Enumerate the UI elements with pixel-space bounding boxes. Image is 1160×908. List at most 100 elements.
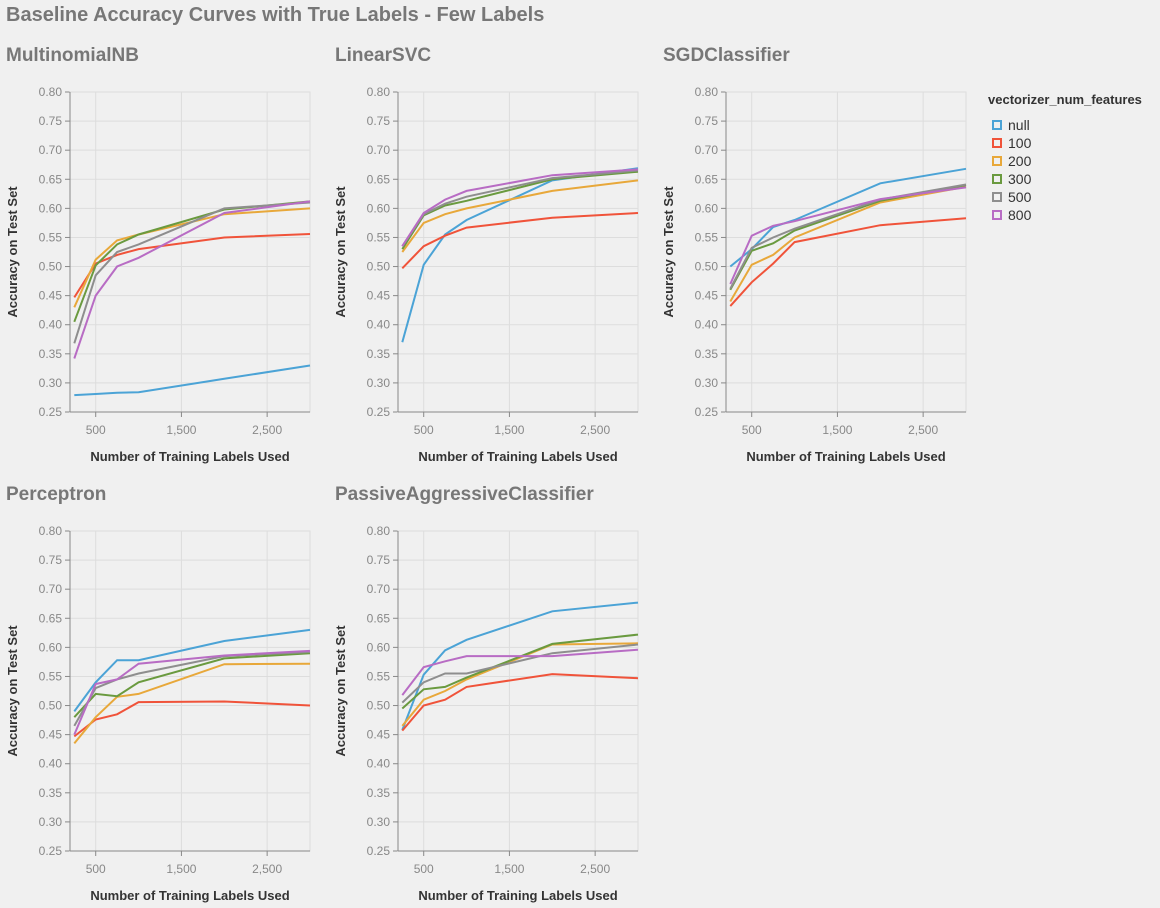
x-tick-label: 1,500 (166, 862, 196, 876)
series-line-200 (73, 662, 311, 745)
y-tick-label: 0.55 (39, 230, 63, 244)
y-axis-label: Accuracy on Test Set (5, 625, 20, 757)
x-tick-label: 500 (414, 862, 434, 876)
series-line-100 (729, 217, 967, 307)
x-tick-label: 2,500 (908, 423, 938, 437)
y-tick-label: 0.80 (695, 85, 719, 99)
y-tick-label: 0.80 (367, 524, 391, 538)
y-tick-label: 0.75 (367, 553, 391, 567)
y-tick-label: 0.35 (695, 347, 719, 361)
y-tick-label: 0.70 (39, 582, 63, 596)
panel-linearsvc: LinearSVC 0.80 0.75 0.70 0.65 0.60 0.55 0.50 0.4… (333, 45, 639, 464)
y-tick-label: 0.30 (367, 376, 391, 390)
y-tick-label: 0.65 (695, 172, 719, 186)
y-tick-label: 0.60 (39, 201, 63, 215)
y-tick-label: 0.65 (367, 611, 391, 625)
x-axis-label: Number of Training Labels Used (746, 449, 945, 464)
y-tick-label: 0.65 (39, 611, 63, 625)
x-tick-label: 2,500 (252, 862, 282, 876)
panel-multinomialnb: MultinomialNB 0.80 0.75 0.70 0.65 0.60 0.55 0.5… (5, 45, 311, 464)
y-tick-label: 0.80 (39, 85, 63, 99)
y-tick-label: 0.55 (695, 230, 719, 244)
series-line-200 (73, 207, 311, 308)
series-line-100 (73, 700, 311, 738)
y-tick-label: 0.55 (367, 230, 391, 244)
y-tick-label: 0.60 (39, 640, 63, 654)
panel-title: LinearSVC (335, 45, 431, 66)
y-tick-label: 0.40 (367, 318, 391, 332)
legend-label-300: 300 (1008, 171, 1032, 187)
y-tick-label: 0.40 (367, 757, 391, 771)
series-line-800 (401, 648, 639, 696)
y-tick-label: 0.70 (39, 143, 63, 157)
legend-label-500: 500 (1008, 189, 1032, 205)
x-tick-label: 500 (86, 862, 106, 876)
x-tick-label: 500 (414, 423, 434, 437)
plot-frame (397, 91, 639, 413)
y-tick-label: 0.35 (39, 786, 63, 800)
series-line-800 (401, 168, 639, 247)
y-tick-label: 0.60 (695, 201, 719, 215)
y-tick-label: 0.75 (367, 114, 391, 128)
series-line-null (401, 601, 639, 731)
plot-frame (69, 91, 311, 413)
panel-title: Perceptron (6, 484, 106, 505)
y-tick-label: 0.50 (367, 260, 391, 274)
series-line-200 (401, 642, 639, 727)
y-axis-label: Accuracy on Test Set (333, 186, 348, 318)
panel-title: PassiveAggressiveClassifier (335, 484, 594, 505)
x-tick-label: 1,500 (822, 423, 852, 437)
panel-title: MultinomialNB (6, 45, 139, 66)
series-line-800 (73, 649, 311, 735)
panel-passiveaggressiveclassifier: PassiveAggressiveClassifier 0.80 0.75 0.70 0… (333, 484, 639, 903)
series-line-null (729, 167, 967, 268)
y-tick-label: 0.65 (39, 172, 63, 186)
y-tick-label: 0.35 (39, 347, 63, 361)
legend-swatch-null (992, 120, 1002, 130)
series-line-100 (401, 673, 639, 732)
series-line-300 (73, 652, 311, 718)
legend-label-800: 800 (1008, 207, 1032, 223)
legend-swatch-300 (992, 174, 1002, 184)
y-tick-label: 0.40 (695, 318, 719, 332)
series-line-100 (401, 212, 639, 269)
x-tick-label: 500 (86, 423, 106, 437)
y-tick-label: 0.45 (695, 289, 719, 303)
y-tick-label: 0.40 (39, 757, 63, 771)
legend-items: null 100 200 300 500 800 (992, 117, 1032, 223)
series-line-null (73, 628, 311, 712)
series-line-300 (73, 200, 311, 323)
panel-sgdclassifier: SGDClassifier 0.80 0.75 0.70 0.65 0.60 0.55 0.5… (661, 45, 967, 464)
x-axis-label: Number of Training Labels Used (418, 888, 617, 903)
facet-panels: MultinomialNB 0.80 0.75 0.70 0.65 0.60 0.55 0.5… (5, 45, 967, 903)
y-tick-label: 0.75 (695, 114, 719, 128)
y-tick-label: 0.45 (39, 289, 63, 303)
y-tick-label: 0.45 (367, 728, 391, 742)
x-axis-label: Number of Training Labels Used (90, 449, 289, 464)
plot-frame (69, 530, 311, 852)
y-tick-label: 0.80 (39, 524, 63, 538)
y-tick-label: 0.70 (367, 143, 391, 157)
y-tick-label: 0.35 (367, 347, 391, 361)
y-tick-label: 0.75 (39, 553, 63, 567)
series-line-200 (729, 185, 967, 303)
y-tick-label: 0.70 (695, 143, 719, 157)
legend-label-null: null (1008, 117, 1030, 133)
y-tick-label: 0.65 (367, 172, 391, 186)
legend: vectorizer_num_features null 100 200 300 500… (988, 92, 1142, 223)
x-tick-label: 1,500 (166, 423, 196, 437)
plot-frame (725, 91, 967, 413)
y-tick-label: 0.55 (367, 669, 391, 683)
x-tick-label: 1,500 (494, 862, 524, 876)
y-tick-label: 0.25 (367, 844, 391, 858)
y-axis-label: Accuracy on Test Set (5, 186, 20, 318)
y-tick-label: 0.80 (367, 85, 391, 99)
x-tick-label: 2,500 (252, 423, 282, 437)
legend-swatch-500 (992, 192, 1002, 202)
y-tick-label: 0.25 (39, 405, 63, 419)
legend-swatch-100 (992, 138, 1002, 148)
plot-frame (397, 530, 639, 852)
series-line-300 (729, 184, 967, 291)
x-tick-label: 1,500 (494, 423, 524, 437)
